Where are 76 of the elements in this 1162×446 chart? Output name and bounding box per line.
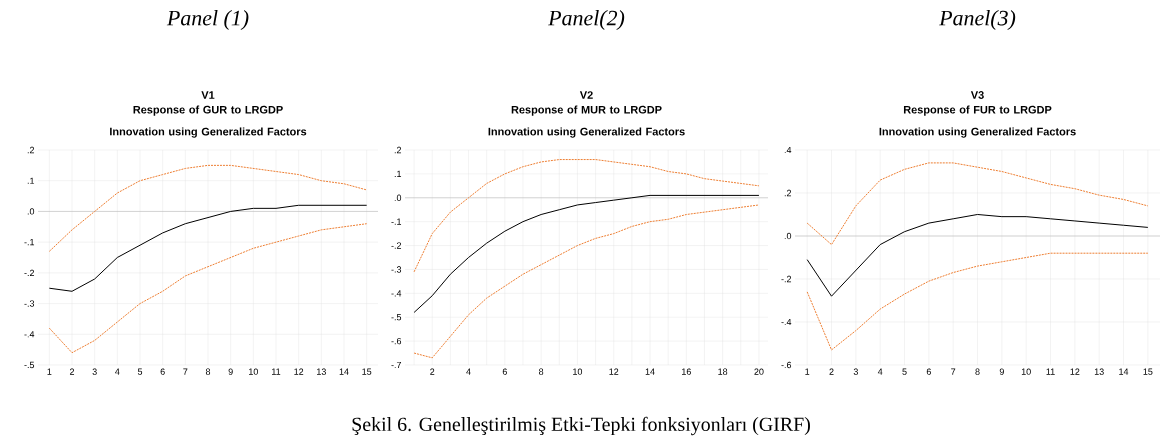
x-tick-label: 13 [1094, 368, 1104, 375]
x-tick-label: 4 [115, 368, 120, 375]
y-tick-label: -.5 [391, 314, 402, 321]
x-tick-label: 18 [718, 368, 728, 375]
y-tick-label: -.5 [24, 361, 35, 369]
x-tick-label: 20 [754, 368, 764, 375]
x-tick-label: 15 [362, 368, 372, 375]
y-tick-label: -.2 [24, 269, 35, 276]
text: Şekil 6. Genelleştirilmiş Etki-Tepki fonksiyonları (GIRF) [352, 416, 810, 436]
x-tick-label: 12 [294, 368, 304, 375]
x-tick-label: 9 [228, 368, 233, 375]
y-tick-label: -.6 [391, 337, 402, 345]
x-tick-label: 10 [249, 368, 258, 375]
x-tick-label: 11 [1046, 368, 1055, 375]
y-tick-label: -.4 [781, 318, 792, 326]
y-tick-label: .0 [784, 232, 792, 240]
chart-subtitle: V2 [579, 91, 593, 99]
x-tick-label: 7 [183, 368, 188, 375]
x-tick-label: 12 [1070, 368, 1080, 375]
x-tick-label: 10 [573, 368, 583, 375]
y-tick-label: .2 [784, 189, 792, 197]
x-tick-label: 6 [160, 368, 165, 375]
x-tick-label: 11 [272, 368, 281, 375]
y-tick-label: -.4 [391, 290, 402, 297]
y-tick-label: .2 [27, 146, 35, 154]
x-tick-label: 14 [339, 368, 349, 375]
x-tick-label: 16 [682, 368, 691, 375]
y-tick-label: -.3 [391, 266, 402, 273]
y-tick-label: .4 [784, 146, 792, 154]
y-tick-label: .0 [27, 208, 35, 215]
x-tick-label: 6 [502, 368, 507, 375]
x-tick-label: 14 [1119, 368, 1129, 375]
chart-title: Panel (1) [166, 10, 249, 30]
y-tick-label: .2 [394, 146, 402, 154]
y-tick-label: .1 [394, 170, 402, 177]
x-tick-label: 3 [853, 368, 858, 375]
x-tick-label: 7 [951, 368, 956, 375]
y-tick-label: .0 [394, 194, 402, 201]
text: Response of MUR to LRGDP Innovation using Generalized Factors [488, 105, 685, 138]
x-tick-label: 2 [829, 368, 834, 375]
y-tick-label: -.1 [391, 218, 402, 225]
y-tick-label: -.3 [24, 300, 35, 307]
x-tick-label: 2 [430, 368, 435, 375]
y-tick-label: -.1 [24, 239, 35, 246]
x-tick-label: 8 [205, 368, 211, 375]
y-tick-label: -.7 [391, 361, 402, 369]
x-tick-label: 1 [47, 368, 52, 375]
chart-title: Panel(2) [548, 10, 625, 30]
x-tick-label: 8 [539, 368, 544, 375]
x-tick-label: 5 [137, 368, 143, 375]
x-tick-label: 4 [877, 368, 883, 375]
x-tick-label: 5 [902, 368, 907, 375]
x-tick-label: 4 [466, 368, 471, 375]
chart-subtitle: V1 [201, 91, 215, 99]
x-tick-label: 10 [1021, 368, 1031, 375]
y-tick-label: -.4 [24, 331, 35, 338]
x-tick-label: 12 [609, 368, 619, 375]
x-tick-label: 3 [92, 368, 97, 375]
y-tick-label: -.6 [781, 361, 792, 369]
x-tick-label: 6 [926, 368, 931, 375]
x-tick-label: 14 [645, 368, 655, 375]
line-series [413, 204, 760, 359]
x-tick-label: 13 [317, 368, 326, 375]
chart-subtitle: V3 [970, 91, 984, 99]
chart-title: Panel(3) [939, 10, 1016, 30]
x-tick-label: 1 [805, 368, 810, 375]
y-tick-label: -.2 [781, 275, 792, 283]
x-tick-label: 15 [1143, 368, 1153, 375]
x-tick-label: 9 [999, 368, 1004, 375]
x-tick-label: 8 [975, 368, 980, 375]
y-tick-label: .1 [27, 177, 35, 184]
text: Response of GUR to LRGDP Innovation using Generalized Factors [110, 105, 307, 138]
text: Response of FUR to LRGDP Innovation using Generalized Factors [879, 105, 1076, 138]
line-series [806, 162, 1149, 246]
x-tick-label: 2 [69, 368, 75, 375]
y-tick-label: -.2 [391, 242, 402, 249]
